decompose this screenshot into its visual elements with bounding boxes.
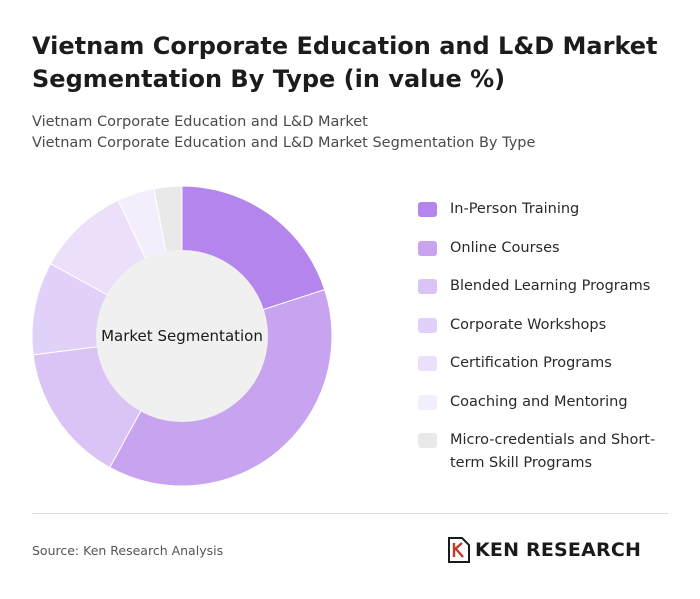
legend-label: Micro-credentials and Short-term Skill P…	[450, 432, 656, 471]
ken-research-logo-text: KEN RESEARCH	[475, 539, 642, 561]
ken-research-logo-icon	[448, 537, 470, 563]
legend-label: Blended Learning Programs	[450, 278, 651, 294]
legend-item: Blended Learning Programs	[418, 275, 678, 298]
legend-label: Corporate Workshops	[450, 316, 607, 333]
subtitle-line-1: Vietnam Corporate Education and L&D Mark…	[32, 114, 368, 130]
donut-chart: Market Segmentation	[31, 185, 333, 487]
chart-title: Vietnam Corporate Education and L&D Mark…	[32, 32, 658, 93]
chart-legend: In-Person Training Online Courses Blended …	[418, 198, 678, 491]
legend-swatch	[418, 202, 437, 217]
legend-item: Online Courses	[418, 237, 678, 260]
legend-swatch	[418, 240, 437, 256]
legend-swatch	[418, 279, 437, 294]
legend-swatch	[418, 394, 437, 410]
legend-swatch	[418, 356, 437, 371]
subtitle-line-2: Vietnam Corporate Education and L&D Mark…	[32, 135, 536, 151]
legend-item: Coaching and Mentoring	[418, 391, 678, 414]
chart-subtitle: Vietnam Corporate Education and L&D Mark…	[32, 112, 535, 154]
legend-item: Micro-credentials and Short-term Skill P…	[418, 429, 678, 475]
ken-research-logo: KEN RESEARCH	[447, 536, 641, 564]
source-note: Source: Ken Research Analysis	[32, 543, 224, 558]
legend-label: Coaching and Mentoring	[450, 393, 628, 410]
legend-item: Certification Programs	[418, 352, 678, 375]
donut-hole	[96, 250, 268, 422]
legend-swatch	[418, 317, 437, 333]
footer-divider	[32, 513, 668, 514]
legend-label: In-Person Training	[450, 201, 580, 217]
legend-item: In-Person Training	[418, 198, 678, 221]
legend-swatch	[418, 433, 437, 448]
legend-label: Online Courses	[450, 239, 560, 256]
donut-center-label: Market Segmentation	[101, 327, 263, 345]
legend-label: Certification Programs	[450, 355, 612, 371]
legend-item: Corporate Workshops	[418, 314, 678, 337]
